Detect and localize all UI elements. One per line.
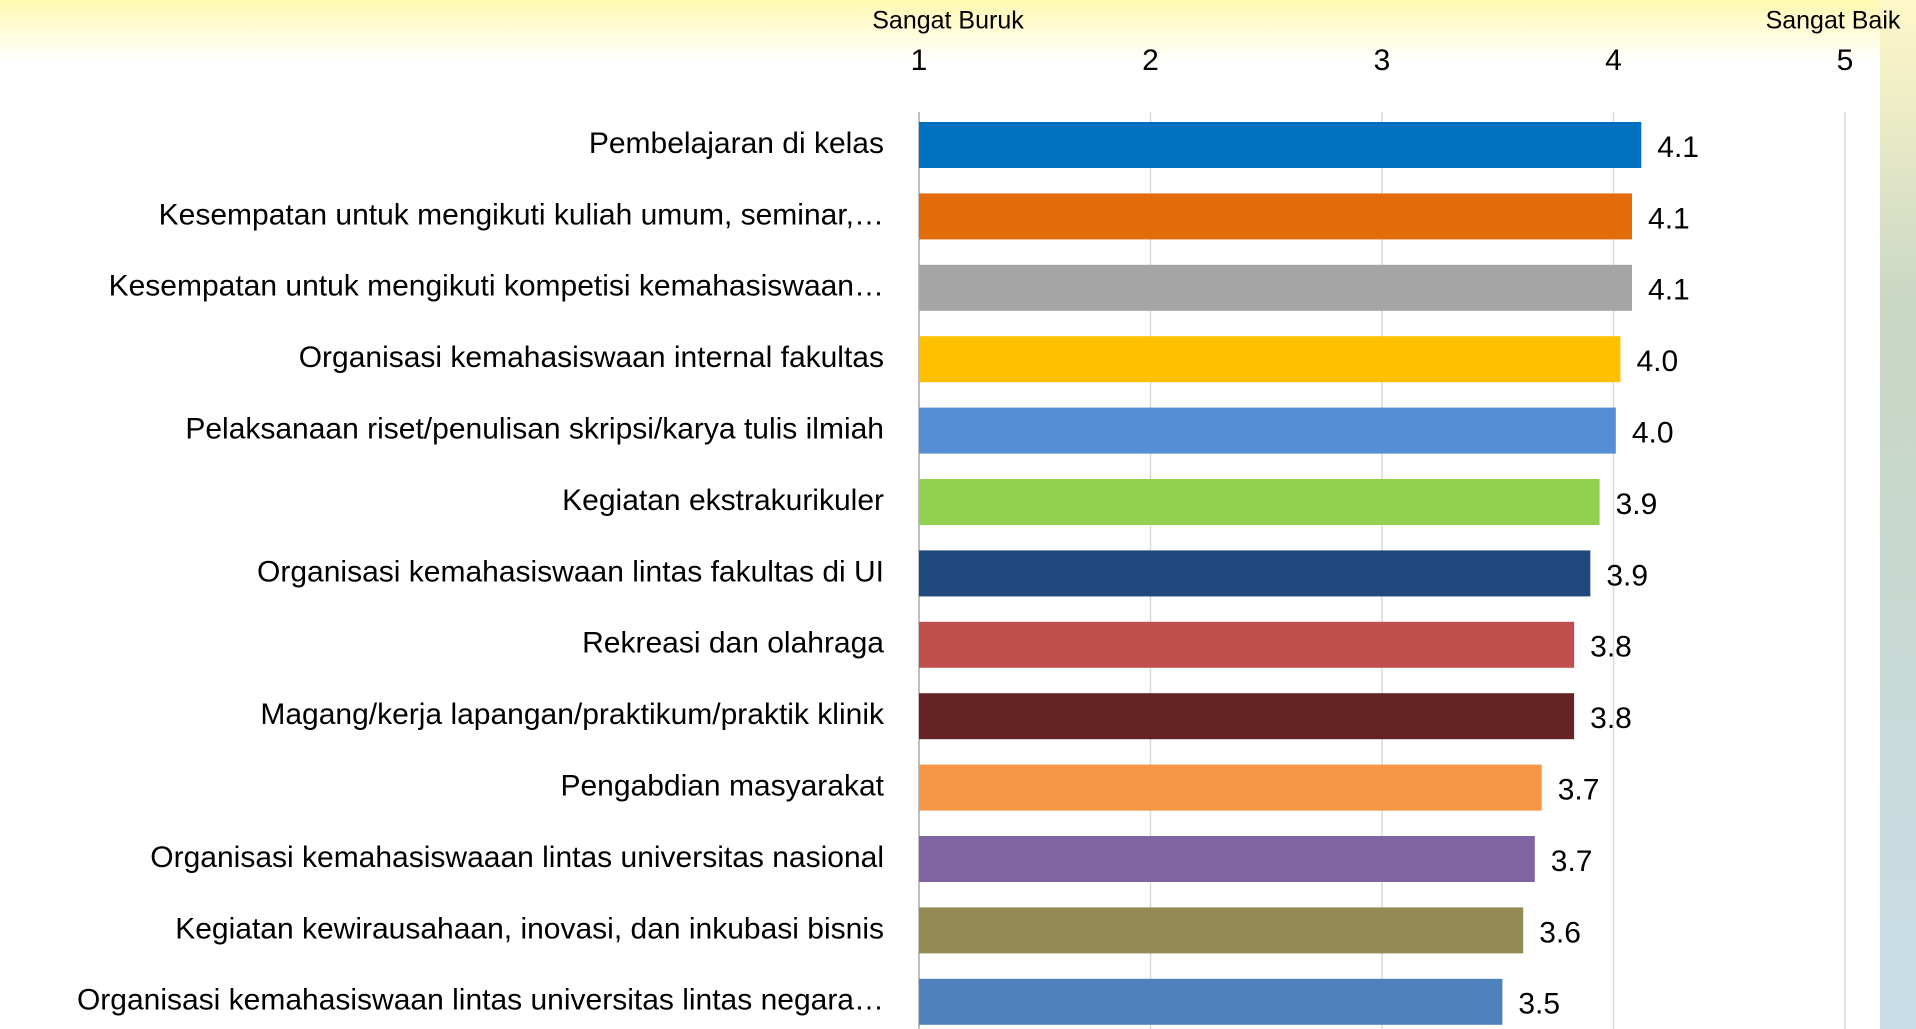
y-tick-label: Kegiatan ekstrakurikuler [562,484,884,517]
data-label: 3.8 [1590,631,1632,664]
bar [919,408,1616,454]
bar [919,122,1641,168]
y-tick-label: Organisasi kemahasiswaan lintas fakultas… [257,555,884,588]
data-label: 4.0 [1632,417,1674,450]
data-label: 3.7 [1558,774,1600,807]
y-tick-label: Magang/kerja lapangan/praktikum/praktik … [260,698,885,731]
y-tick-label: Kesempatan untuk mengikuti kompetisi kem… [109,270,884,303]
data-label: 4.1 [1657,131,1699,164]
x-tick-label: 5 [1837,44,1854,77]
x-tick-label: 4 [1605,44,1622,77]
y-tick-label: Organisasi kemahasiswaan lintas universi… [77,984,884,1017]
data-label: 4.1 [1648,274,1690,307]
x-tick-label: 3 [1374,44,1391,77]
data-label: 3.9 [1606,559,1648,592]
y-tick-label: Kesempatan untuk mengikuti kuliah umum, … [159,198,884,231]
side-image [1880,0,1916,1029]
y-tick-label: Kegiatan kewirausahaan, inovasi, dan ink… [175,912,884,945]
x-tick-label: 1 [911,44,928,77]
y-tick-label: Organisasi kemahasiswaan internal fakult… [299,341,884,374]
y-tick-label: Pembelajaran di kelas [589,127,884,160]
bar [919,336,1620,382]
bar [919,907,1523,953]
chart: Sangat Buruk Sangat Baik 1 2 3 4 5 Pembelajar… [0,0,1916,1029]
y-tick-label: Organisasi kemahasiswaaan lintas univers… [150,841,884,874]
bar [919,765,1542,811]
data-label: 3.9 [1616,488,1658,521]
bar [919,836,1535,882]
bar [919,550,1590,596]
bar [919,193,1632,239]
bar [919,979,1502,1025]
data-label: 3.5 [1518,988,1560,1021]
annotation: Sangat Baik [1766,7,1901,35]
x-tick-label: 2 [1142,44,1159,77]
data-label: 4.0 [1636,345,1678,378]
y-tick-label: Rekreasi dan olahraga [582,627,884,660]
bar [919,622,1574,668]
data-label: 3.8 [1590,702,1632,735]
bar [919,693,1574,739]
y-tick-label: Pengabdian masyarakat [560,770,884,803]
data-label: 3.7 [1551,845,1593,878]
bar [919,479,1600,525]
y-tick-label: Pelaksanaan riset/penulisan skripsi/kary… [185,413,884,446]
data-label: 3.6 [1539,916,1581,949]
data-label: 4.1 [1648,202,1690,235]
bar [919,265,1632,311]
annotation: Sangat Buruk [872,7,1024,35]
